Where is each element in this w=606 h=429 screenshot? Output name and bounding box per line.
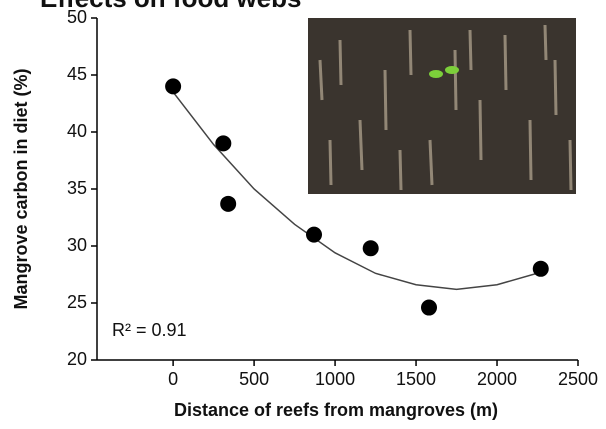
x-tick-label: 2500 [558,369,598,389]
data-point [532,260,549,277]
y-tick-label: 20 [67,349,87,369]
x-tick-label: 1500 [396,369,436,389]
y-tick-label: 40 [67,121,87,141]
fit-line [172,91,541,291]
y-tick-label: 50 [67,7,87,27]
data-point [165,78,182,95]
y-tick-label: 25 [67,292,87,312]
x-tick-label: 2000 [477,369,517,389]
data-point [362,240,379,257]
data-point [306,226,323,243]
data-point [421,299,438,316]
annotation: R² = 0.91 [112,320,187,340]
photo-inset [308,18,576,194]
y-tick-label: 45 [67,64,87,84]
x-axis-label: Distance of reefs from mangroves (m) [174,400,498,420]
y-tick-label: 30 [67,235,87,255]
x-tick-label: 0 [168,369,178,389]
y-tick-label: 35 [67,178,87,198]
data-point [215,135,232,152]
chart-title: Effects on food webs [40,0,301,13]
x-tick-label: 500 [239,369,269,389]
x-tick-label: 1000 [315,369,355,389]
y-axis-label: Mangrove carbon in diet (%) [11,68,31,309]
data-point [220,195,237,212]
